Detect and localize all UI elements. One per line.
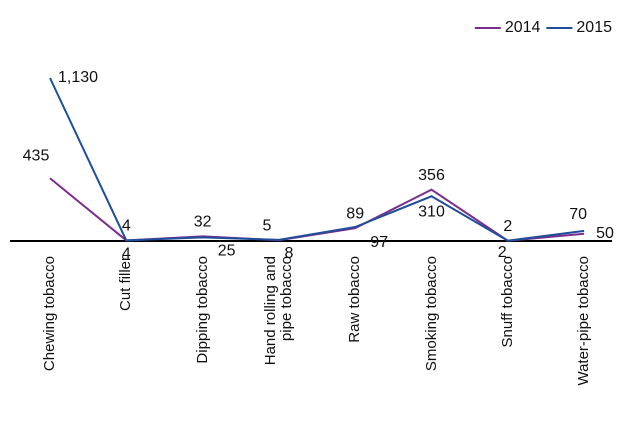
data-label: 435 xyxy=(23,147,50,164)
data-label: 310 xyxy=(418,204,445,221)
data-label: 356 xyxy=(418,167,445,184)
data-label: 2 xyxy=(498,244,507,261)
legend-label: 2015 xyxy=(576,19,612,36)
x-tick-label: Dipping tobacco xyxy=(193,256,211,364)
data-label: 97 xyxy=(370,234,388,251)
x-tick-label: Snuff tobacco xyxy=(498,256,516,348)
data-label: 25 xyxy=(218,243,236,260)
x-tick-label: Cut filler xyxy=(117,256,135,312)
data-label: 50 xyxy=(596,225,614,242)
x-tick-label: Water-pipe tobacco xyxy=(575,256,593,386)
data-label: 4 xyxy=(122,218,131,235)
data-label: 1,130 xyxy=(58,69,98,86)
data-label: 89 xyxy=(346,205,364,222)
data-label: 5 xyxy=(262,217,271,234)
line xyxy=(49,77,585,242)
data-label: 70 xyxy=(569,206,587,223)
legend-label: 2014 xyxy=(505,19,541,36)
data-label: 32 xyxy=(194,214,212,231)
x-tick-label: Hand rolling and pipe tobacco xyxy=(261,256,295,366)
x-tick-label: Smoking tobacco xyxy=(422,256,440,372)
data-label: 8 xyxy=(284,245,293,262)
x-tick-label: Raw tobacco xyxy=(346,256,364,343)
x-tick-label: Chewing tobacco xyxy=(41,256,58,372)
data-label: 2 xyxy=(503,218,512,235)
data-label: 4 xyxy=(122,246,131,263)
